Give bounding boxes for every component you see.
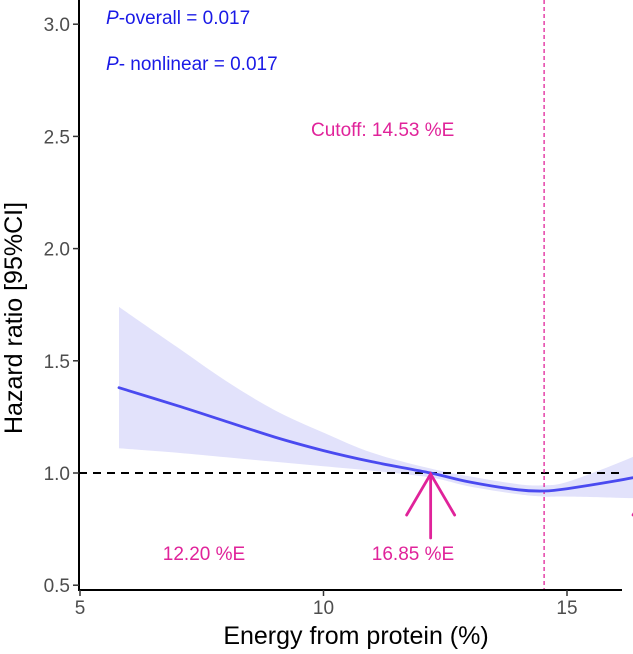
cutoff-label: Cutoff: 14.53 %E <box>311 120 454 141</box>
hazard-ratio-line <box>117 386 633 493</box>
p-overall-text: P-overall = 0.017 <box>106 8 250 29</box>
p-nonlinear-value: - nonlinear = 0.017 <box>119 54 278 75</box>
y-tick-label-5: 3.0 <box>44 15 70 36</box>
crossing-label-high: 16.85 %E <box>372 544 454 565</box>
y-axis-title: Hazard ratio [95%CI] <box>0 202 28 434</box>
y-tick-label-1: 1.0 <box>44 464 70 485</box>
x-tick-label-1: 10 <box>313 598 334 619</box>
p-overall-symbol: P <box>106 8 119 29</box>
p-overall-value: -overall = 0.017 <box>119 8 251 29</box>
y-tick-label-3: 2.0 <box>44 240 70 261</box>
x-tick-label-2: 15 <box>556 598 577 619</box>
y-tick-label-0: 0.5 <box>44 576 70 597</box>
hazard-line-layer <box>117 386 633 493</box>
crossing-arrow-0 <box>405 471 457 540</box>
x-axis-title: Energy from protein (%) <box>223 622 488 650</box>
x-tick-label-0: 5 <box>75 598 86 619</box>
crossing-arrow-head-0 <box>405 471 457 517</box>
p-nonlinear-symbol: P <box>106 54 119 75</box>
y-tick-label-4: 2.5 <box>44 127 70 148</box>
crossing-label-low: 12.20 %E <box>163 544 245 565</box>
crossing-arrows-layer <box>405 471 633 540</box>
y-tick-label-2: 1.5 <box>44 352 70 373</box>
confidence-band-layer <box>119 306 633 499</box>
p-nonlinear-text: P- nonlinear = 0.017 <box>106 54 278 75</box>
confidence-band <box>119 306 633 499</box>
axes-layer: 0.51.01.52.02.53.0510152025 <box>44 0 622 619</box>
